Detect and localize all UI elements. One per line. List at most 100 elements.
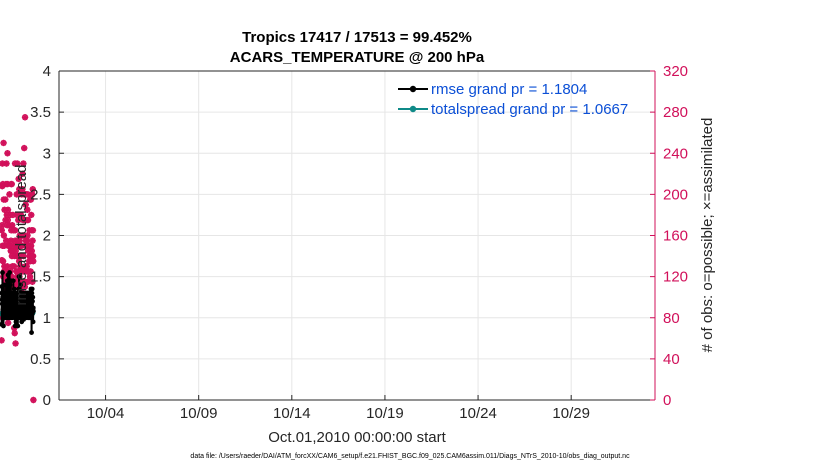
rmse-series <box>0 270 36 335</box>
obs-assimilated-marker <box>6 191 13 198</box>
y-tick-label-left: 1.5 <box>30 269 51 286</box>
obs-assimilated-marker <box>27 196 35 203</box>
obs-assimilated-marker <box>29 227 37 234</box>
rmse-point <box>29 290 35 296</box>
obs-assimilated-marker <box>0 222 6 229</box>
y-tick-label-left: 4 <box>43 63 51 80</box>
rmse-point <box>30 319 36 325</box>
y-axis-label-right: # of obs: o=possible; ×=assimilated <box>699 118 716 353</box>
obs-assimilated-marker <box>0 337 5 344</box>
x-axis-label: Oct.01,2010 00:00:00 start <box>268 429 446 446</box>
obs-assimilated-marker <box>19 170 26 178</box>
obs-assimilated-marker <box>4 216 12 224</box>
legend-rmse-label: rmse grand pr = 1.1804 <box>431 81 587 98</box>
y-tick-labels-left: 0 0.5 1 1.5 2 2.5 3 3.5 4 <box>30 63 64 409</box>
obs-assimilated-marker <box>30 258 37 265</box>
obs-assimilated-marker <box>7 237 15 244</box>
obs-assimilated-marker <box>4 150 11 157</box>
obs-assimilated-marker <box>0 232 8 239</box>
obs-assimilated-marker <box>13 211 21 219</box>
rmse-point <box>7 270 13 275</box>
obs-assimilated-marker <box>23 263 30 270</box>
obs-assimilated-marker <box>29 252 37 260</box>
legend-rmse-marker <box>409 85 417 93</box>
obs-assimilated-marker <box>6 242 14 249</box>
chart-title-line1: Tropics 17417 / 17513 = 99.452% <box>242 29 472 46</box>
rmse-point <box>27 315 33 321</box>
obs-assimilated-marker <box>13 191 20 198</box>
legend: rmse grand pr = 1.1804 totalspread grand… <box>398 81 628 118</box>
obs-assimilated-marker <box>11 329 18 337</box>
rmse-point <box>16 274 22 280</box>
y-tick-label-left: 1 <box>43 310 51 327</box>
obs-assimilated-marker <box>24 216 32 224</box>
obs-assimilated-marker <box>23 237 31 244</box>
y-tick-label-left: 2.5 <box>30 186 51 203</box>
obs-assimilated-marker <box>24 232 31 239</box>
obs-assimilated-marker <box>29 237 36 244</box>
rmse-point <box>30 298 35 304</box>
y-tick-label-left: 2 <box>43 228 51 245</box>
rmse-point <box>13 319 19 325</box>
obs-assimilated-marker <box>8 273 15 280</box>
x-tick-label: 10/19 <box>366 405 404 422</box>
y-tick-label-right: 240 <box>663 145 688 162</box>
x-tick-label: 10/09 <box>180 405 218 422</box>
obs-assimilated-marker <box>29 278 36 285</box>
obs-assimilated-marker <box>20 252 27 260</box>
obs-assimilated-marker <box>1 273 9 280</box>
y-tick-label-right: 320 <box>663 63 688 80</box>
y-tick-label-left: 0.5 <box>30 351 51 368</box>
obs-assimilated-marker <box>1 278 8 285</box>
obs-assimilated-marker <box>8 180 15 188</box>
rmse-point <box>29 286 35 292</box>
obs-assimilated-marker <box>4 180 11 188</box>
obs-assimilated-marker <box>0 160 6 167</box>
rmse-point <box>11 286 17 292</box>
rmse-point <box>1 323 6 329</box>
obs-assimilated-marker <box>14 160 21 167</box>
obs-assimilated-marker <box>24 278 31 285</box>
rmse-point <box>4 278 10 284</box>
rmse-point <box>10 294 16 300</box>
y-tick-labels-right: 0 40 80 120 160 200 240 280 320 <box>650 63 688 409</box>
obs-assimilated-marker <box>27 242 35 249</box>
y-tick-label-right: 200 <box>663 186 688 203</box>
obs-assimilated-marker <box>2 196 9 203</box>
obs-assimilated-marker <box>12 247 19 255</box>
legend-spread-label: totalspread grand pr = 1.0667 <box>431 101 628 118</box>
y-tick-label-left: 0 <box>43 392 51 409</box>
x-tick-labels: 10/04 10/09 10/14 10/19 10/24 10/29 <box>87 395 590 422</box>
rmse-point <box>7 282 13 288</box>
obs-assimilated-marker <box>0 258 7 265</box>
legend-spread-marker <box>409 105 417 113</box>
y-tick-label-right: 280 <box>663 104 688 121</box>
rmse-point <box>15 323 21 329</box>
obs-assimilated-marker <box>0 139 7 147</box>
obs-assimilated-marker <box>12 340 19 347</box>
y-tick-label-right: 160 <box>663 228 688 245</box>
rmse-point <box>31 308 36 314</box>
obs-assimilated-marker <box>28 211 35 219</box>
obs-assimilated-marker <box>24 191 32 198</box>
y-tick-label-right: 0 <box>663 392 671 409</box>
obs-assimilated-marker <box>1 206 8 213</box>
rmse-point <box>18 282 23 288</box>
obs-assimilated-marker <box>30 396 37 404</box>
x-tick-label: 10/04 <box>87 405 125 422</box>
obs-assimilated-marker <box>29 186 36 193</box>
obs-assimilated-marker <box>15 258 23 265</box>
y-tick-label-right: 80 <box>663 310 680 327</box>
y-tick-label-left: 3.5 <box>30 104 51 121</box>
y-tick-label-left: 3 <box>43 145 51 162</box>
rmse-point <box>3 282 9 288</box>
obs-assimilated-marker <box>10 263 18 270</box>
obs-assimilated-marker <box>21 144 28 152</box>
x-tick-label: 10/14 <box>273 405 311 422</box>
rmse-point <box>10 278 16 284</box>
obs-assimilated-marker <box>26 273 34 280</box>
rmse-point <box>16 286 22 292</box>
y-axis-label-left: rmse and totalspread <box>13 165 30 306</box>
obs-assimilated-marker <box>19 268 27 275</box>
